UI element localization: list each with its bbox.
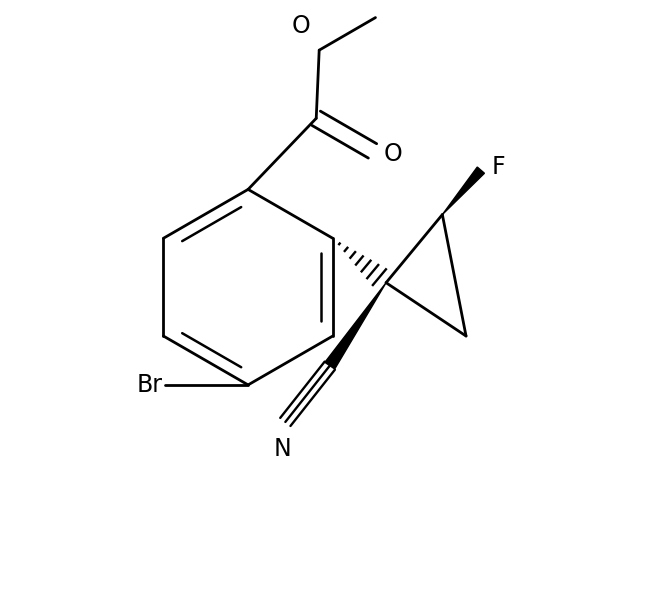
Text: O: O bbox=[383, 142, 402, 166]
Polygon shape bbox=[442, 167, 484, 215]
Text: N: N bbox=[273, 437, 291, 460]
Text: O: O bbox=[291, 14, 311, 38]
Text: F: F bbox=[492, 155, 505, 179]
Text: Br: Br bbox=[136, 373, 162, 397]
Polygon shape bbox=[325, 283, 386, 369]
